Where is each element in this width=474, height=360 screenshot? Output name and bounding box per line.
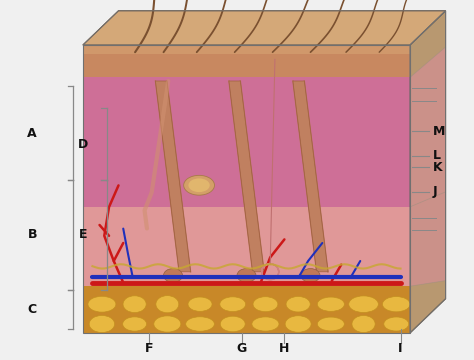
Ellipse shape: [352, 315, 375, 333]
Ellipse shape: [123, 296, 146, 312]
Text: J: J: [433, 185, 438, 198]
Polygon shape: [83, 45, 410, 77]
Ellipse shape: [286, 296, 310, 312]
Polygon shape: [410, 11, 446, 333]
Ellipse shape: [89, 315, 115, 333]
Ellipse shape: [301, 269, 320, 282]
Ellipse shape: [285, 316, 311, 332]
Text: L: L: [433, 149, 441, 162]
Ellipse shape: [154, 316, 181, 332]
Ellipse shape: [186, 317, 214, 331]
Polygon shape: [155, 81, 191, 272]
Ellipse shape: [237, 269, 256, 282]
Text: D: D: [78, 138, 88, 150]
Text: H: H: [279, 342, 290, 355]
Polygon shape: [83, 77, 410, 207]
Ellipse shape: [156, 296, 179, 313]
Polygon shape: [410, 47, 446, 286]
Text: E: E: [79, 228, 87, 242]
Ellipse shape: [349, 296, 378, 312]
Ellipse shape: [252, 317, 279, 331]
Polygon shape: [83, 286, 410, 333]
Ellipse shape: [183, 175, 214, 195]
Ellipse shape: [123, 317, 146, 331]
Polygon shape: [83, 45, 410, 54]
Polygon shape: [83, 11, 446, 45]
Ellipse shape: [383, 297, 410, 312]
Ellipse shape: [188, 179, 210, 192]
Ellipse shape: [253, 297, 278, 312]
Ellipse shape: [188, 297, 212, 311]
Ellipse shape: [164, 269, 182, 282]
Polygon shape: [83, 11, 446, 45]
Ellipse shape: [88, 296, 116, 312]
Text: A: A: [27, 127, 37, 140]
Ellipse shape: [318, 317, 344, 331]
Ellipse shape: [317, 297, 345, 311]
Ellipse shape: [220, 297, 246, 311]
Ellipse shape: [384, 317, 409, 331]
Text: M: M: [433, 125, 445, 138]
Text: G: G: [237, 342, 247, 355]
Polygon shape: [229, 81, 264, 272]
Ellipse shape: [220, 316, 245, 332]
Text: I: I: [398, 342, 403, 355]
Text: K: K: [433, 161, 442, 174]
Bar: [83, 45, 410, 333]
Text: B: B: [27, 228, 37, 242]
Polygon shape: [293, 81, 328, 272]
Text: F: F: [145, 342, 154, 355]
Text: C: C: [27, 303, 37, 316]
Polygon shape: [83, 207, 410, 286]
